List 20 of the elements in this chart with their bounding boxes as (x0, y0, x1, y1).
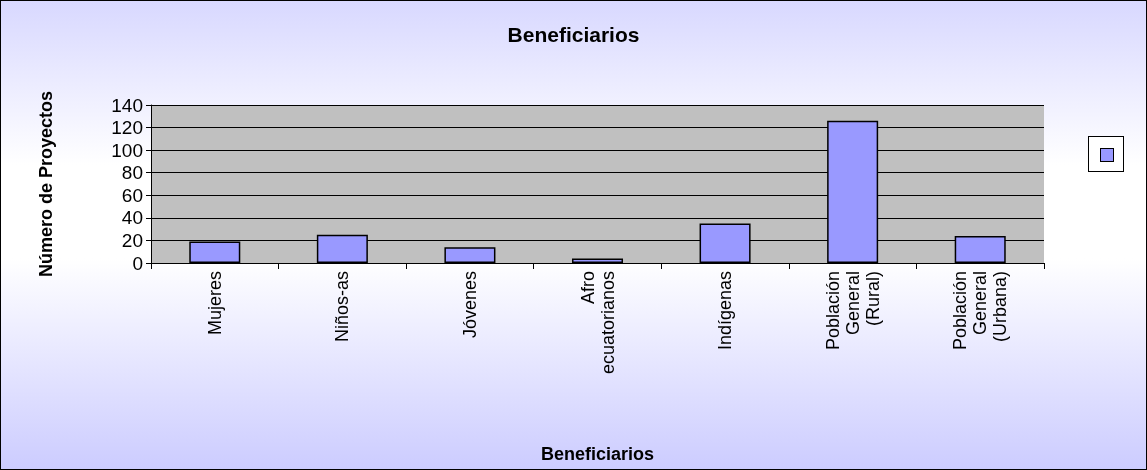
x-axis-title: Beneficiarios (540, 444, 655, 464)
x-tick-label: Mujeres (204, 271, 225, 336)
y-tick-label: 120 (111, 117, 143, 139)
y-tick-label: 80 (121, 162, 143, 184)
y-tick-label: 140 (111, 94, 143, 116)
y-tick-label: 40 (121, 207, 143, 229)
bar (571, 258, 624, 263)
x-tick-label: Jóvenes (459, 271, 480, 339)
x-tick-label: Población General (Urbana) (950, 271, 1011, 351)
y-tick-label: 0 (132, 252, 143, 274)
x-tick-label: Población General (Rural) (822, 271, 883, 351)
y-tick-label: 100 (111, 139, 143, 161)
x-tick-label: Niños-as (332, 271, 353, 343)
y-tick-label: 20 (121, 229, 143, 251)
y-tick-label: 60 (121, 184, 143, 206)
x-tick-label: Afro ecuatorianos (577, 271, 618, 375)
y-axis-title: Número de Proyectos (36, 90, 56, 278)
x-tick-label: Indígenas (715, 271, 736, 351)
bar (444, 247, 496, 263)
chart-title: Beneficiarios (507, 23, 640, 46)
